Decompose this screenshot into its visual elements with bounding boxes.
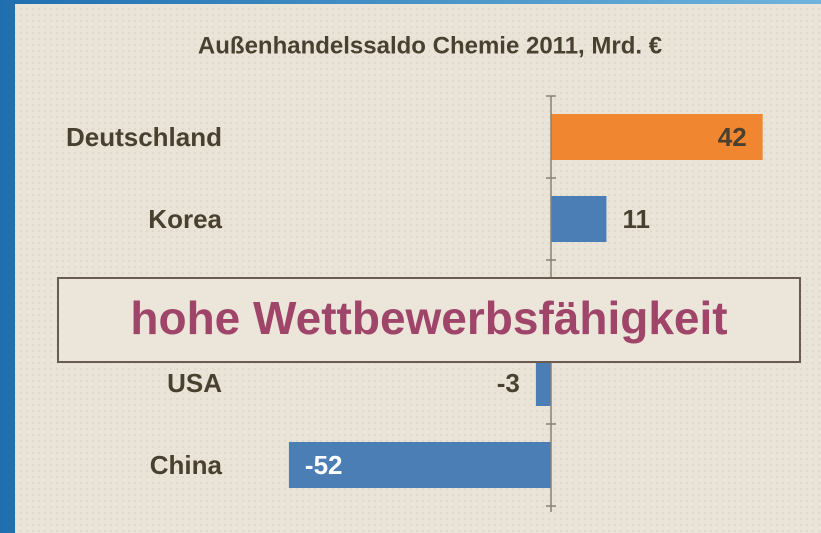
value-label: -52: [305, 450, 343, 480]
value-label: 42: [718, 122, 747, 152]
annotation: hohe Wettbewerbsfähigkeit: [130, 292, 727, 344]
category-label: Deutschland: [66, 122, 222, 152]
bar: [551, 196, 607, 242]
bar: [551, 114, 763, 160]
annotation-box: hohe Wettbewerbsfähigkeit: [57, 277, 801, 363]
bar: [288, 442, 551, 488]
plot: Deutschland 42 Korea 11 USA -3 China -52: [66, 95, 763, 507]
annotation-frame: [57, 277, 801, 363]
category-label: USA: [167, 368, 222, 398]
bar: [535, 360, 551, 406]
value-label: 11: [622, 204, 650, 234]
chart-title: Außenhandelssaldo Chemie 2011, Mrd. €: [198, 32, 662, 59]
category-label: China: [150, 450, 223, 480]
category-label: Korea: [148, 204, 222, 234]
value-label: -3: [497, 368, 520, 398]
